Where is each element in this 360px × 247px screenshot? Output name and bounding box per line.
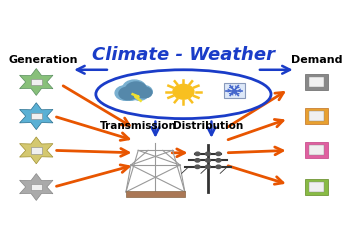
Circle shape: [206, 152, 210, 156]
Text: Distribution: Distribution: [173, 121, 243, 131]
Circle shape: [206, 159, 210, 162]
Text: Demand: Demand: [291, 55, 342, 65]
Circle shape: [216, 165, 221, 168]
Circle shape: [216, 152, 221, 156]
FancyBboxPatch shape: [31, 147, 42, 154]
Circle shape: [206, 165, 210, 168]
Polygon shape: [19, 103, 53, 130]
Circle shape: [115, 86, 136, 100]
Polygon shape: [19, 69, 53, 95]
FancyBboxPatch shape: [305, 74, 328, 90]
Circle shape: [126, 82, 147, 97]
FancyBboxPatch shape: [31, 79, 42, 85]
FancyBboxPatch shape: [309, 145, 324, 155]
Circle shape: [134, 85, 152, 98]
FancyBboxPatch shape: [31, 113, 42, 120]
FancyBboxPatch shape: [31, 184, 42, 190]
Polygon shape: [19, 137, 53, 164]
Circle shape: [123, 90, 139, 100]
Circle shape: [216, 159, 221, 162]
Circle shape: [195, 165, 200, 168]
FancyBboxPatch shape: [309, 77, 324, 87]
FancyBboxPatch shape: [305, 108, 328, 124]
Polygon shape: [19, 174, 53, 200]
Circle shape: [132, 90, 147, 100]
FancyBboxPatch shape: [224, 83, 244, 98]
Circle shape: [195, 159, 200, 162]
FancyBboxPatch shape: [309, 182, 324, 192]
Text: Transmission: Transmission: [99, 121, 176, 131]
Circle shape: [173, 84, 194, 99]
FancyBboxPatch shape: [305, 179, 328, 195]
Text: Generation: Generation: [9, 55, 78, 65]
FancyBboxPatch shape: [126, 191, 185, 197]
Circle shape: [136, 87, 152, 98]
Circle shape: [119, 87, 137, 100]
Circle shape: [195, 152, 200, 156]
FancyBboxPatch shape: [305, 143, 328, 158]
FancyBboxPatch shape: [309, 111, 324, 121]
Text: Climate - Weather: Climate - Weather: [92, 46, 275, 64]
Circle shape: [123, 80, 146, 96]
